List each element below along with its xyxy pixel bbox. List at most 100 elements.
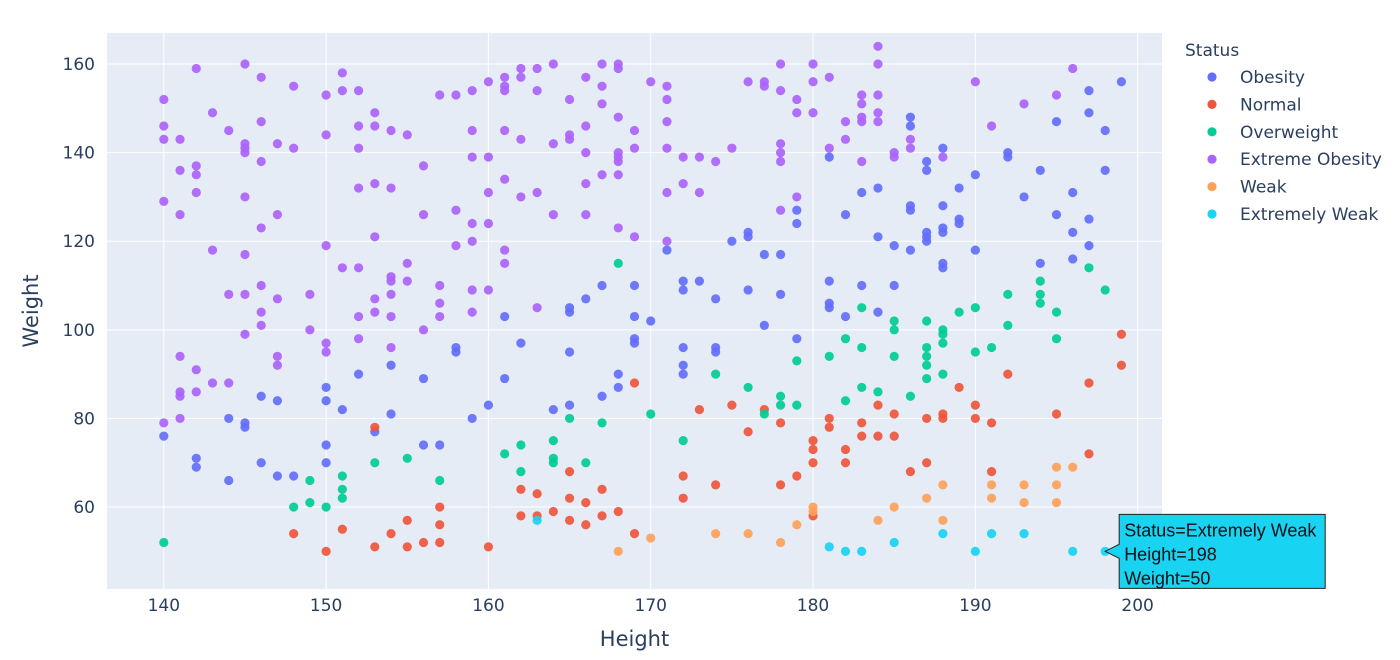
point-normal[interactable] bbox=[564, 466, 575, 477]
point-overweight[interactable] bbox=[889, 316, 899, 326]
point-extreme-obesity[interactable] bbox=[451, 90, 461, 100]
point-obesity[interactable] bbox=[1051, 117, 1062, 127]
point-extreme-obesity[interactable] bbox=[467, 85, 477, 96]
point-extreme-obesity[interactable] bbox=[272, 139, 283, 149]
point-obesity[interactable] bbox=[386, 360, 396, 370]
point-obesity[interactable] bbox=[759, 249, 769, 260]
legend-item-extreme-obesity[interactable]: Extreme Obesity bbox=[1207, 150, 1382, 170]
point-normal[interactable] bbox=[970, 413, 980, 424]
point-normal[interactable] bbox=[581, 498, 591, 508]
point-extreme-obesity[interactable] bbox=[256, 280, 266, 291]
point-extreme-obesity[interactable] bbox=[240, 329, 250, 339]
point-extreme-obesity[interactable] bbox=[370, 307, 380, 317]
point-overweight[interactable] bbox=[840, 396, 851, 406]
point-normal[interactable] bbox=[337, 524, 347, 534]
point-overweight[interactable] bbox=[1003, 289, 1013, 299]
point-overweight[interactable] bbox=[857, 303, 867, 313]
point-overweight[interactable] bbox=[516, 466, 526, 477]
point-normal[interactable] bbox=[711, 480, 721, 490]
point-extreme-obesity[interactable] bbox=[532, 187, 542, 198]
point-extreme-obesity[interactable] bbox=[402, 258, 412, 268]
point-obesity[interactable] bbox=[727, 236, 737, 246]
point-extreme-obesity[interactable] bbox=[467, 307, 477, 317]
point-extreme-obesity[interactable] bbox=[256, 320, 266, 330]
point-normal[interactable] bbox=[694, 404, 705, 415]
point-extreme-obesity[interactable] bbox=[775, 205, 786, 215]
point-overweight[interactable] bbox=[922, 360, 932, 370]
point-normal[interactable] bbox=[808, 444, 818, 455]
point-extreme-obesity[interactable] bbox=[564, 134, 575, 144]
point-extreme-obesity[interactable] bbox=[694, 187, 705, 198]
point-extreme-obesity[interactable] bbox=[435, 90, 445, 100]
point-extreme-obesity[interactable] bbox=[516, 134, 526, 144]
point-normal[interactable] bbox=[775, 418, 786, 428]
point-extreme-obesity[interactable] bbox=[808, 108, 818, 118]
point-obesity[interactable] bbox=[678, 276, 688, 286]
point-weak[interactable] bbox=[1051, 462, 1062, 472]
point-extreme-obesity[interactable] bbox=[337, 68, 347, 78]
point-extreme-obesity[interactable] bbox=[337, 263, 347, 273]
point-normal[interactable] bbox=[857, 418, 867, 428]
point-extreme-obesity[interactable] bbox=[402, 276, 412, 286]
point-obesity[interactable] bbox=[224, 475, 234, 486]
point-obesity[interactable] bbox=[954, 183, 964, 193]
point-obesity[interactable] bbox=[629, 280, 640, 291]
point-normal[interactable] bbox=[1003, 369, 1013, 379]
point-extreme-obesity[interactable] bbox=[483, 152, 494, 162]
point-extreme-obesity[interactable] bbox=[743, 77, 753, 87]
point-extreme-obesity[interactable] bbox=[224, 289, 234, 299]
point-obesity[interactable] bbox=[922, 165, 932, 175]
point-normal[interactable] bbox=[922, 458, 932, 468]
point-extreme-obesity[interactable] bbox=[191, 387, 201, 397]
point-extreme-obesity[interactable] bbox=[418, 325, 429, 335]
point-normal[interactable] bbox=[516, 511, 526, 521]
point-normal[interactable] bbox=[564, 515, 575, 525]
point-normal[interactable] bbox=[986, 418, 997, 428]
point-overweight[interactable] bbox=[938, 329, 948, 339]
point-weak[interactable] bbox=[922, 493, 932, 503]
point-obesity[interactable] bbox=[1084, 241, 1094, 251]
point-extreme-obesity[interactable] bbox=[224, 125, 234, 136]
point-obesity[interactable] bbox=[1084, 85, 1094, 96]
point-obesity[interactable] bbox=[743, 232, 753, 242]
point-extreme-obesity[interactable] bbox=[500, 125, 510, 136]
point-extreme-obesity[interactable] bbox=[272, 210, 283, 220]
point-extremely-weak[interactable] bbox=[824, 542, 834, 552]
point-overweight[interactable] bbox=[337, 493, 347, 503]
point-obesity[interactable] bbox=[272, 396, 283, 406]
point-obesity[interactable] bbox=[792, 334, 802, 344]
point-weak[interactable] bbox=[808, 506, 818, 517]
point-obesity[interactable] bbox=[516, 338, 526, 348]
point-extreme-obesity[interactable] bbox=[256, 72, 266, 82]
point-normal[interactable] bbox=[564, 493, 575, 503]
point-normal[interactable] bbox=[613, 506, 623, 517]
point-obesity[interactable] bbox=[938, 227, 948, 237]
point-obesity[interactable] bbox=[548, 404, 558, 415]
point-overweight[interactable] bbox=[1035, 289, 1045, 299]
point-extreme-obesity[interactable] bbox=[240, 192, 250, 202]
point-extreme-obesity[interactable] bbox=[711, 156, 721, 167]
point-overweight[interactable] bbox=[873, 387, 883, 397]
point-obesity[interactable] bbox=[597, 280, 607, 291]
point-obesity[interactable] bbox=[1084, 108, 1094, 118]
point-overweight[interactable] bbox=[970, 303, 980, 313]
point-normal[interactable] bbox=[418, 537, 429, 548]
point-normal[interactable] bbox=[970, 400, 980, 410]
point-extreme-obesity[interactable] bbox=[840, 117, 851, 127]
point-extreme-obesity[interactable] bbox=[938, 152, 948, 162]
point-obesity[interactable] bbox=[922, 156, 932, 167]
point-normal[interactable] bbox=[435, 537, 445, 548]
point-extremely-weak[interactable] bbox=[1019, 529, 1029, 539]
point-extreme-obesity[interactable] bbox=[613, 112, 623, 122]
point-obesity[interactable] bbox=[564, 347, 575, 357]
point-normal[interactable] bbox=[629, 529, 640, 539]
point-normal[interactable] bbox=[986, 466, 997, 477]
point-normal[interactable] bbox=[808, 435, 818, 446]
point-extreme-obesity[interactable] bbox=[467, 218, 477, 229]
point-obesity[interactable] bbox=[613, 382, 623, 393]
point-normal[interactable] bbox=[873, 431, 883, 441]
point-obesity[interactable] bbox=[678, 342, 688, 353]
point-normal[interactable] bbox=[938, 413, 948, 424]
point-obesity[interactable] bbox=[1051, 210, 1062, 220]
